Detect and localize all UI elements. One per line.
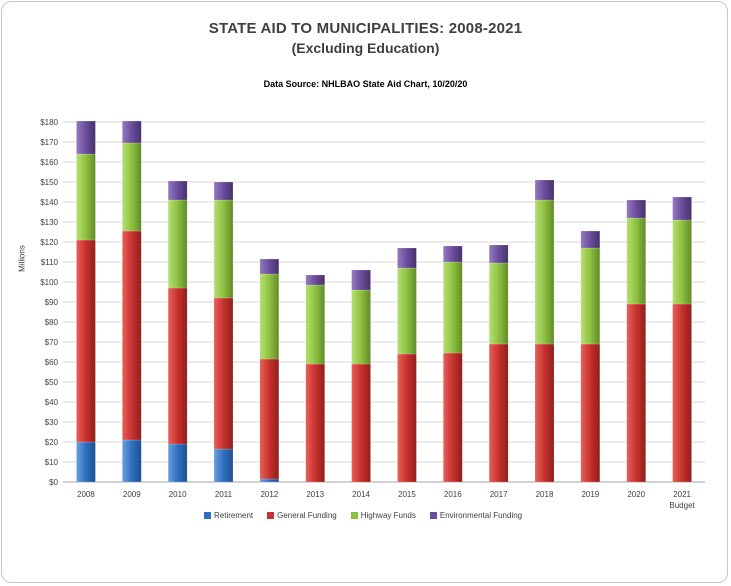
bar-segment-general-funding: [351, 363, 371, 483]
bar-segment-highway-funds: [305, 284, 325, 365]
bar-segment-highway-funds: [259, 273, 280, 360]
x-tick-label: 2008: [77, 490, 95, 499]
x-tick-label: 2013: [306, 490, 324, 499]
bar-segment-highway-funds: [351, 289, 371, 365]
x-tick-label: 2009: [123, 490, 141, 499]
x-tick-label: 2011: [215, 490, 233, 499]
bar-segment-environmental-funding: [626, 199, 646, 219]
bar-segment-retirement: [259, 478, 280, 483]
bar-segment-highway-funds: [397, 267, 417, 355]
y-tick-label: $60: [45, 358, 59, 367]
legend-item-retirement: Retirement: [204, 511, 253, 520]
bar-segment-retirement: [213, 448, 234, 483]
bar-segment-highway-funds: [672, 219, 692, 305]
bar-segment-general-funding: [122, 230, 142, 441]
legend-item-highway-funds: Highway Funds: [350, 511, 416, 520]
x-tick-label: 2015: [398, 490, 416, 499]
x-tick-label: 2014: [352, 490, 370, 499]
legend-swatch: [350, 512, 358, 519]
bar-segment-highway-funds: [213, 199, 234, 299]
y-tick-label: $50: [45, 378, 59, 387]
legend-swatch: [267, 512, 275, 519]
y-tick-label: $80: [45, 318, 59, 327]
bar-segment-general-funding: [580, 343, 601, 483]
bar-segment-environmental-funding: [397, 247, 417, 269]
legend-swatch: [429, 512, 437, 519]
bar-segment-general-funding: [534, 343, 555, 483]
bar-segment-retirement: [76, 441, 96, 483]
bar-segment-general-funding: [488, 343, 509, 483]
bar-segment-highway-funds: [580, 247, 601, 345]
bar-segment-general-funding: [213, 297, 234, 450]
y-tick-label: $10: [45, 458, 59, 467]
y-tick-label: $90: [45, 298, 59, 307]
bar-segment-environmental-funding: [488, 244, 509, 264]
y-tick-label: $120: [40, 238, 58, 247]
bar-segment-highway-funds: [76, 153, 96, 241]
x-tick-label: 2016: [444, 490, 462, 499]
legend-label: Highway Funds: [360, 511, 416, 520]
y-tick-label: $170: [40, 138, 58, 147]
y-tick-label: $180: [40, 118, 58, 127]
bar-segment-environmental-funding: [580, 230, 601, 249]
x-tick-label: 2018: [536, 490, 554, 499]
bar-segment-environmental-funding: [443, 245, 463, 263]
y-tick-label: $30: [45, 418, 59, 427]
bar-segment-general-funding: [259, 358, 280, 480]
bar-segment-environmental-funding: [672, 196, 692, 221]
bar-segment-environmental-funding: [213, 181, 234, 201]
bar-segment-highway-funds: [488, 262, 509, 345]
bar-segment-general-funding: [672, 303, 692, 483]
bar-segment-general-funding: [443, 352, 463, 483]
chart-legend: Retirement General Funding Highway Funds En…: [204, 511, 522, 520]
bar-segment-environmental-funding: [259, 258, 280, 275]
y-tick-label: $150: [40, 178, 58, 187]
chart-subtitle: (Excluding Education): [291, 40, 440, 56]
y-tick-label: $0: [49, 478, 58, 487]
bar-segment-highway-funds: [122, 142, 142, 232]
data-source-note: Data Source: NHLBAO State Aid Chart, 10/…: [263, 79, 468, 89]
bar-segment-environmental-funding: [122, 120, 142, 144]
y-tick-label: $110: [41, 258, 59, 267]
bar-segment-environmental-funding: [351, 269, 371, 291]
bar-segment-environmental-funding: [76, 120, 96, 155]
bar-segment-general-funding: [397, 353, 417, 483]
legend-swatch: [204, 512, 211, 519]
y-tick-label: $160: [40, 158, 58, 167]
bar-segment-general-funding: [626, 303, 646, 483]
bar-segment-environmental-funding: [534, 179, 555, 201]
bar-segment-environmental-funding: [305, 274, 325, 286]
legend-label: Environmental Funding: [439, 511, 523, 520]
x-tick-label: 2020: [627, 490, 645, 499]
bar-segment-highway-funds: [443, 261, 463, 354]
y-tick-label: $100: [40, 278, 58, 287]
x-tick-label: 2019: [581, 490, 599, 499]
x-tick-label: 2012: [260, 490, 278, 499]
bar-segment-highway-funds: [534, 199, 555, 345]
bar-segment-retirement: [167, 443, 188, 483]
x-tick-label: 2010: [169, 490, 187, 499]
bar-segment-retirement: [122, 439, 142, 483]
bar-segment-general-funding: [76, 239, 96, 443]
bar-segment-highway-funds: [626, 217, 646, 305]
bar-segment-environmental-funding: [167, 180, 188, 201]
bar-segment-general-funding: [305, 363, 325, 483]
legend-label: Retirement: [214, 511, 254, 520]
y-tick-label: $20: [45, 438, 59, 447]
x-tick-label: 2021: [673, 490, 691, 499]
chart-title: STATE AID TO MUNICIPALITIES: 2008-2021: [208, 20, 523, 37]
x-tick-label: 2017: [490, 490, 508, 499]
y-tick-label: $140: [40, 198, 58, 207]
y-tick-label: $130: [40, 218, 58, 227]
legend-item-general-funding: General Funding: [267, 511, 337, 520]
bar-segment-highway-funds: [167, 199, 188, 289]
legend-item-environmental-funding: Environmental Funding: [429, 511, 523, 520]
legend-label: General Funding: [277, 511, 337, 520]
y-tick-label: $70: [45, 338, 59, 347]
bar-segment-general-funding: [167, 287, 188, 445]
x-tick-sublabel: Budget: [669, 501, 695, 510]
y-tick-label: $40: [45, 398, 59, 407]
